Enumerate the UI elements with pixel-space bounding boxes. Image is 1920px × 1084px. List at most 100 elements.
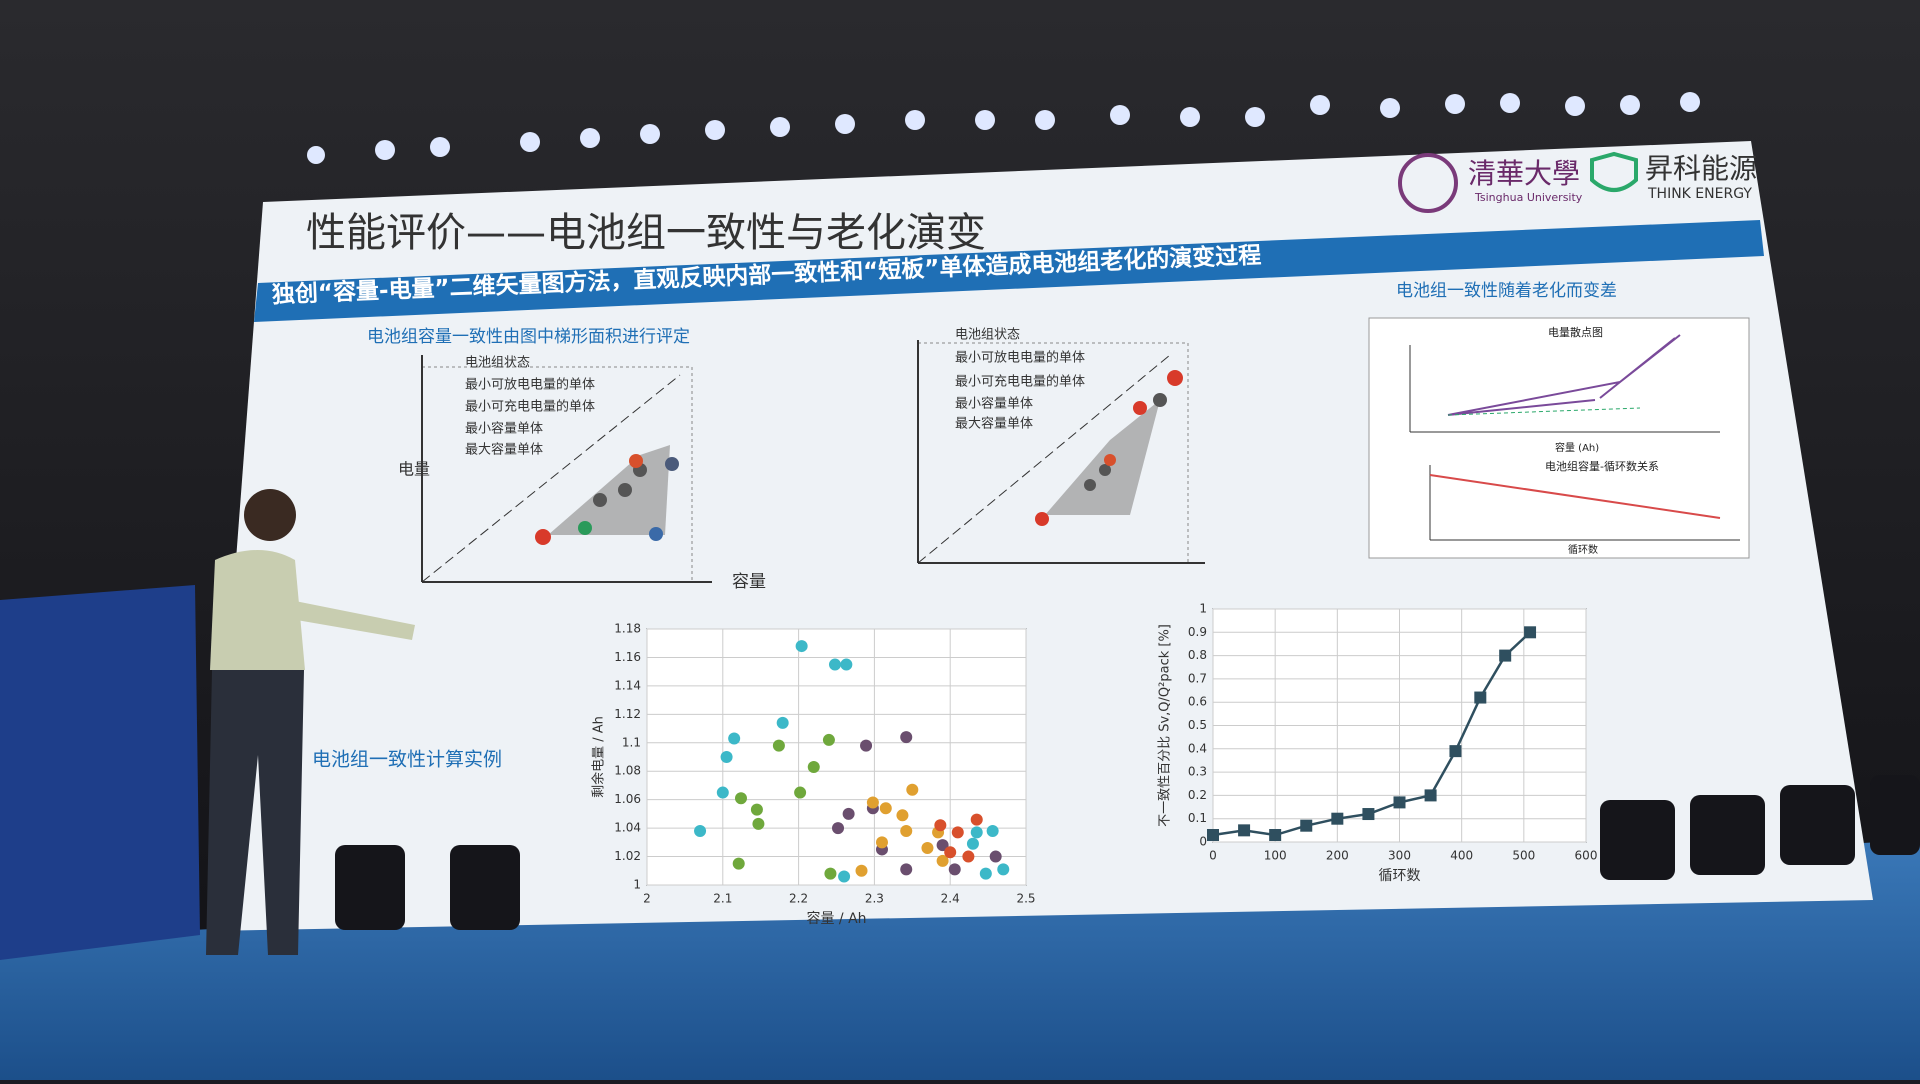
scatter-point — [997, 863, 1010, 876]
diagram-left: 电量 容量 电池组状态 最小可放电电量的单体 最小可充电电量的单体 最小容量单体… — [398, 355, 766, 592]
scatter-point — [842, 807, 855, 820]
y-tick-label: 1.16 — [614, 650, 641, 664]
axis-label: 容量 — [732, 572, 766, 592]
stage-equipment — [335, 775, 1920, 930]
scatter-point — [966, 837, 979, 850]
scatter-point — [970, 826, 983, 839]
scatter-point — [840, 658, 853, 671]
line-marker — [1474, 691, 1487, 704]
scatter-point — [879, 802, 892, 815]
scatter-point — [822, 733, 835, 746]
line-marker — [1524, 626, 1537, 639]
scatter-point — [776, 716, 789, 729]
y-tick-label: 0.5 — [1188, 718, 1207, 732]
line-marker — [1238, 824, 1251, 837]
scatter-point — [948, 863, 961, 876]
scatter-point — [750, 803, 763, 816]
presenter — [206, 489, 415, 955]
scatter-point — [752, 817, 765, 830]
plot-area — [646, 628, 1027, 886]
company-logo — [1590, 151, 1638, 192]
y-axis-label: 不一致性百分比 Sv,Q/Q²pack [%] — [1158, 624, 1173, 827]
section-heading: 电池组一致性计算实例 — [312, 749, 502, 771]
y-tick-label: 1.12 — [614, 707, 641, 721]
slide-title: 性能评价——电池组一致性与老化演变 — [306, 210, 986, 256]
legend-entry: 最小可放电电量的单体 — [465, 377, 595, 393]
x-tick-label: 2.2 — [789, 892, 808, 906]
scatter-point — [921, 842, 934, 855]
scatter-point — [855, 864, 868, 877]
scatter-point — [860, 739, 873, 752]
axis-label: 循环数 — [1568, 543, 1598, 556]
line-marker — [1362, 808, 1375, 821]
scatter-point — [970, 813, 983, 826]
x-tick-label: 2.4 — [941, 892, 960, 906]
scatter-point — [936, 854, 949, 867]
x-axis-label: 容量 / Ah — [806, 910, 866, 927]
x-tick-label: 500 — [1512, 849, 1535, 863]
legend-entry: 最小容量单体 — [955, 396, 1033, 412]
university-logo — [1398, 153, 1458, 213]
x-tick-label: 2.5 — [1016, 892, 1035, 906]
scatter-point — [866, 796, 879, 809]
diagram-middle: 电池组状态 最小可放电电量的单体 最小可充电电量的单体 最小容量单体 最大容量单… — [917, 328, 1205, 564]
y-tick-label: 0.2 — [1188, 788, 1207, 802]
x-tick-label: 200 — [1326, 849, 1349, 863]
y-axis-label: 剩余电量 / Ah — [591, 716, 607, 798]
x-tick-label: 2.1 — [713, 892, 732, 906]
scatter-point — [951, 826, 964, 839]
line-marker — [1499, 649, 1512, 662]
scatter-point — [936, 839, 949, 852]
scatter-point — [807, 760, 820, 773]
university-name-en: Tsinghua University — [1474, 191, 1583, 204]
y-tick-label: 0.3 — [1188, 765, 1207, 779]
company-name-en: THINK ENERGY — [1647, 186, 1752, 202]
y-tick-label: 1.06 — [614, 792, 641, 806]
scatter-point — [944, 846, 957, 859]
axis-label: 电量 — [398, 460, 430, 479]
y-tick-label: 1.14 — [614, 678, 641, 692]
legend-entry: 最大容量单体 — [955, 416, 1033, 432]
line-marker — [1393, 796, 1406, 809]
scatter-point — [734, 792, 747, 805]
line-marker — [1424, 789, 1437, 802]
scatter-point — [962, 850, 975, 863]
line-marker — [1207, 829, 1219, 842]
y-tick-label: 0.8 — [1188, 648, 1207, 662]
section-heading: 电池组容量一致性由图中梯形面积进行评定 — [367, 327, 690, 347]
y-tick-label: 1.1 — [622, 735, 641, 749]
scatter-point — [900, 731, 913, 744]
y-tick-label: 0.1 — [1188, 811, 1207, 825]
scatter-point — [896, 809, 909, 822]
company-name: 昇科能源 — [1645, 152, 1757, 185]
legend-entry: 最大容量单体 — [465, 442, 543, 458]
legend-entry: 最小可放电电量的单体 — [955, 350, 1085, 366]
scatter-point — [832, 822, 845, 835]
legend-entry: 电池组状态 — [465, 356, 530, 371]
x-tick-label: 100 — [1264, 849, 1287, 863]
scatter-point — [838, 870, 851, 883]
x-tick-label: 300 — [1388, 849, 1411, 863]
scatter-point — [986, 824, 999, 837]
scatter-point — [828, 658, 841, 671]
podium — [0, 585, 200, 960]
x-tick-label: 0 — [1209, 849, 1217, 863]
x-tick-label: 2 — [643, 892, 651, 906]
y-tick-label: 1.08 — [614, 764, 641, 778]
scatter-point — [900, 824, 913, 837]
scatter-point — [720, 751, 733, 763]
scatter-point — [716, 786, 729, 799]
scatter-point — [875, 836, 888, 849]
y-tick-label: 1.18 — [614, 622, 641, 636]
y-tick-label: 0.9 — [1188, 625, 1207, 639]
line-marker — [1269, 829, 1282, 842]
scatter-point — [795, 640, 808, 653]
scatter-point — [794, 786, 807, 799]
y-tick-label: 1 — [1199, 602, 1207, 616]
stage-lights — [307, 92, 1700, 164]
diagram-right: 电量散点图 容量 (Ah) 电池组容量-循环数关系 循环数 — [1368, 317, 1750, 559]
university-name: 清華大學 — [1468, 157, 1580, 190]
scatter-point — [732, 857, 745, 870]
scatter-point — [900, 863, 913, 876]
